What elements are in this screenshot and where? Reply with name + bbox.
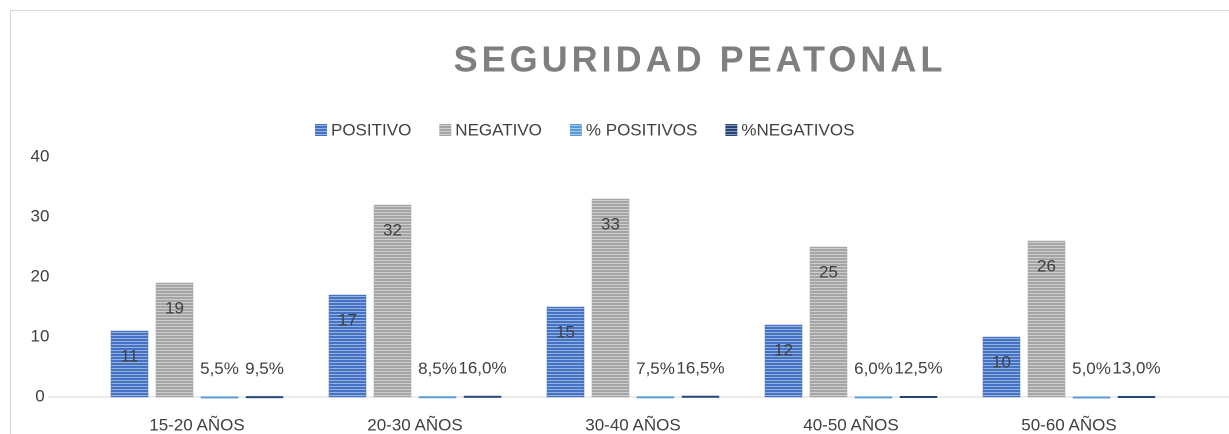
data-label: 15 <box>556 322 575 341</box>
y-tick-label: 0 <box>35 386 44 405</box>
data-label: 12 <box>774 340 793 359</box>
y-tick-label: 10 <box>31 326 50 345</box>
bar <box>546 306 585 398</box>
legend-label: % POSITIVOS <box>586 120 697 139</box>
bar <box>328 294 367 398</box>
data-label: 16,5% <box>676 358 724 377</box>
data-label: 32 <box>383 220 402 239</box>
data-label: 5,5% <box>200 359 239 378</box>
bar <box>1027 240 1066 398</box>
bar <box>418 396 457 399</box>
legend-label: %NEGATIVOS <box>741 120 854 139</box>
x-tick-label: 50-60 AÑOS <box>1021 415 1116 434</box>
bar <box>463 395 502 398</box>
legend-swatch <box>725 124 738 136</box>
data-label: 26 <box>1037 256 1056 275</box>
data-label: 13,0% <box>1112 359 1160 378</box>
data-label: 25 <box>819 262 838 281</box>
legend-swatch <box>315 124 327 136</box>
legend: POSITIVO NEGATIVO % POSITIVOS %NEGATIVOS <box>315 120 854 139</box>
data-label: 5,0% <box>1072 359 1111 378</box>
y-tick-label: 30 <box>31 206 50 225</box>
x-tick-label: 30-40 AÑOS <box>585 415 680 434</box>
legend-swatch <box>569 124 582 136</box>
data-label: 10 <box>992 352 1011 371</box>
data-label: 8,5% <box>418 359 457 378</box>
y-tick-label: 40 <box>31 146 50 165</box>
bar <box>854 396 893 399</box>
data-label: 7,5% <box>636 359 675 378</box>
bar <box>899 396 938 398</box>
x-tick-label: 20-30 AÑOS <box>367 415 462 434</box>
x-tick-label: 15-20 AÑOS <box>149 415 244 434</box>
data-label: 19 <box>165 298 184 317</box>
bar <box>1117 395 1156 398</box>
bar <box>200 396 239 399</box>
chart-border <box>10 10 1229 434</box>
bar <box>982 336 1021 398</box>
bar <box>155 282 194 398</box>
bar <box>110 330 149 398</box>
bar <box>591 198 630 398</box>
bar <box>636 396 675 399</box>
bar <box>245 396 284 399</box>
legend-label: POSITIVO <box>331 120 411 139</box>
data-label: 17 <box>338 310 357 329</box>
data-label: 11 <box>121 346 139 365</box>
x-tick-label: 40-50 AÑOS <box>803 415 898 434</box>
data-label: 6,0% <box>854 359 893 378</box>
y-tick-label: 20 <box>31 266 50 285</box>
data-label: 16,0% <box>458 359 506 378</box>
data-label: 12,5% <box>894 359 942 378</box>
data-label: 33 <box>601 214 620 233</box>
bar <box>764 324 803 398</box>
bar <box>681 395 720 398</box>
legend-label: NEGATIVO <box>455 120 542 139</box>
chart-title: SEGURIDAD PEATONAL <box>454 39 947 80</box>
bar <box>1072 396 1111 399</box>
legend-swatch <box>439 124 452 136</box>
bar <box>373 204 412 398</box>
data-label: 9,5% <box>245 359 284 378</box>
bar <box>809 246 848 398</box>
